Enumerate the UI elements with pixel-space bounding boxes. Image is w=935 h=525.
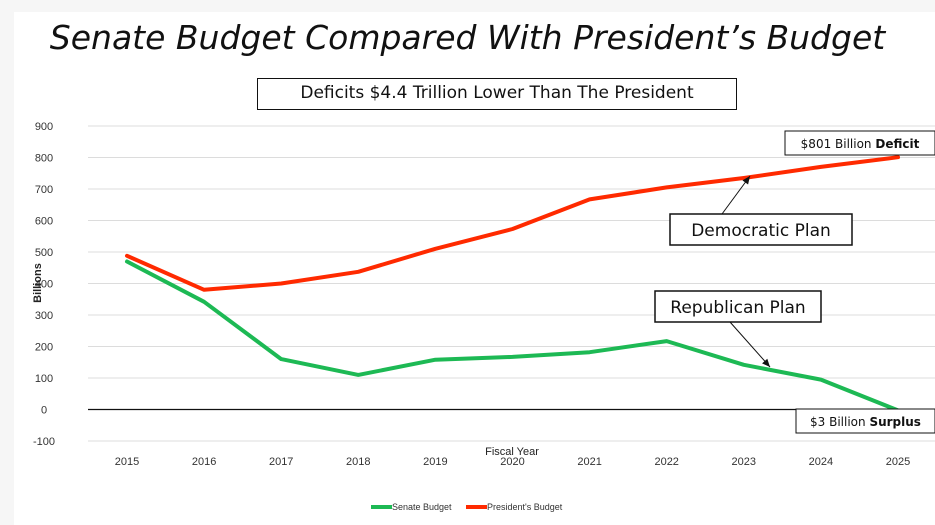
x-tick-label: 2016 — [192, 456, 216, 468]
republican-plan-label: Republican Plan — [670, 298, 805, 318]
x-tick-label: 2017 — [269, 456, 293, 468]
y-tick-label: 900 — [35, 121, 53, 133]
x-tick-labels: 2015 2016 2017 2018 2019 2020 2021 2022 2023 2024… — [115, 456, 910, 468]
x-tick-label: 2019 — [423, 456, 447, 468]
surplus-label: $3 Billion Surplus — [810, 415, 921, 429]
republican-plan-arrowhead — [762, 358, 770, 367]
y-tick-labels: 900 800 700 600 500 400 300 200 100 0 -100 — [33, 121, 55, 448]
x-tick-label: 2025 — [886, 456, 910, 468]
surplus-word: Surplus — [869, 415, 921, 429]
deficit-word: Deficit — [875, 137, 919, 151]
grid-lines — [88, 125, 935, 442]
x-tick-label: 2023 — [732, 456, 756, 468]
x-tick-label: 2024 — [809, 456, 833, 468]
surplus-box — [795, 408, 935, 434]
x-axis-label: Fiscal Year — [485, 446, 539, 458]
x-tick-label: 2018 — [346, 456, 370, 468]
y-tick-label: -100 — [33, 436, 55, 448]
deficit-amount: $801 Billion — [801, 137, 876, 151]
deficit-callout: $801 Billion Deficit — [784, 130, 935, 156]
y-tick-label: 600 — [35, 216, 53, 228]
democratic-plan-box — [669, 213, 853, 246]
democratic-plan-callout: Democratic Plan — [669, 175, 853, 246]
y-tick-label: 700 — [35, 184, 53, 196]
x-tick-label: 2020 — [500, 456, 524, 468]
republican-plan-arrow — [729, 321, 771, 368]
surplus-amount: $3 Billion — [810, 415, 869, 429]
chart-legend: Senate Budget President's Budget — [371, 502, 563, 512]
democratic-plan-label: Democratic Plan — [691, 221, 831, 241]
series-line — [125, 155, 900, 292]
x-tick-label: 2021 — [577, 456, 601, 468]
y-tick-label: 200 — [35, 342, 53, 354]
series-layer — [125, 155, 900, 413]
chart-title: Senate Budget Compared With President’s … — [49, 18, 886, 57]
democratic-plan-arrowhead — [742, 176, 750, 185]
y-tick-label: 0 — [41, 405, 47, 417]
x-tick-label: 2015 — [115, 456, 139, 468]
y-tick-label: 100 — [35, 373, 53, 385]
surplus-callout: $3 Billion Surplus — [795, 408, 935, 434]
legend-label: Senate Budget — [392, 502, 452, 512]
republican-plan-box — [654, 290, 822, 323]
x-tick-label: 2022 — [654, 456, 678, 468]
series-line — [125, 259, 900, 413]
republican-plan-callout: Republican Plan — [654, 290, 822, 368]
y-tick-label: 800 — [35, 153, 53, 165]
y-tick-label: 500 — [35, 247, 53, 259]
y-axis-label: Billions — [32, 263, 44, 303]
y-tick-label: 400 — [35, 279, 53, 291]
deficit-box — [784, 130, 935, 156]
y-tick-label: 300 — [35, 310, 53, 322]
legend-label: President's Budget — [487, 502, 563, 512]
chart-subtitle: Deficits $4.4 Trillion Lower Than The Pr… — [257, 78, 737, 110]
deficit-label: $801 Billion Deficit — [801, 137, 920, 151]
